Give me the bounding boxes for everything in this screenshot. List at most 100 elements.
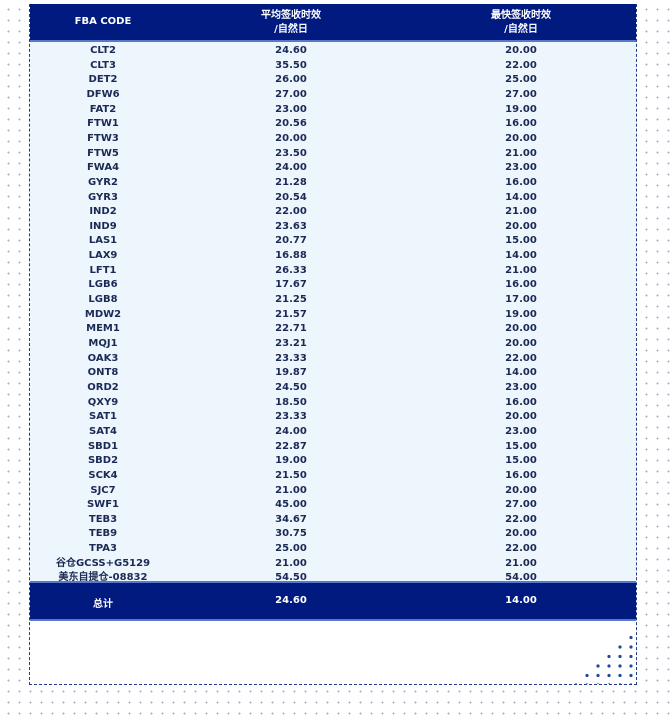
table-row: FWA4 24.00 23.00	[30, 160, 636, 175]
table-row: MDW2 21.57 19.00	[30, 307, 636, 322]
avg-days: 23.50	[275, 147, 307, 159]
table-row: LGB8 21.25 17.00	[30, 292, 636, 307]
decor-dot	[596, 683, 600, 684]
table-row: LAS1 20.77 15.00	[30, 233, 636, 248]
fastest-days: 19.00	[505, 308, 537, 320]
avg-days: 21.50	[275, 469, 307, 481]
fba-code: LFT1	[89, 264, 117, 276]
table-row: QXY9 18.50 16.00	[30, 395, 636, 410]
decor-dot	[585, 673, 589, 678]
avg-days: 22.00	[275, 206, 307, 218]
fba-code: GYR3	[88, 191, 118, 203]
decor-dot	[607, 664, 611, 668]
avg-days: 20.56	[275, 118, 307, 130]
avg-days: 22.87	[275, 440, 307, 452]
table-row: FTW5 23.50 21.00	[30, 146, 636, 161]
fba-code: SBD2	[87, 455, 119, 467]
header-avg-line2: /自然日	[274, 24, 308, 35]
table-row: CLT2 24.60 20.00	[30, 43, 636, 58]
fastest-days: 20.00	[505, 484, 537, 496]
fba-code: LAS1	[88, 235, 118, 247]
table-row: FTW3 20.00 20.00	[30, 131, 636, 146]
avg-days: 20.77	[275, 235, 307, 247]
decor-dot	[618, 664, 622, 668]
avg-days: 24.60	[275, 45, 307, 56]
avg-days: 21.00	[275, 557, 307, 569]
fba-code: SAT1	[89, 411, 117, 423]
table-row: LFT1 26.33 21.00	[30, 263, 636, 278]
fba-code: FAT2	[89, 103, 117, 115]
total-fast: 14.00	[505, 595, 537, 606]
decor-dot	[618, 654, 622, 659]
fba-code: FTW3	[87, 132, 119, 144]
table-row: DFW6 27.00 27.00	[30, 87, 636, 102]
fastest-days: 27.00	[505, 499, 537, 511]
fba-code: CLT2	[90, 45, 116, 56]
avg-days: 45.00	[275, 499, 307, 511]
fba-code: TEB3	[88, 513, 118, 525]
avg-days: 21.57	[275, 308, 307, 320]
table-row: TEB9 30.75 20.00	[30, 526, 636, 541]
table-row: SWF1 45.00 27.00	[30, 497, 636, 512]
fastest-days: 15.00	[505, 235, 537, 247]
decor-dot	[618, 683, 622, 684]
fba-code: CLT3	[90, 59, 116, 71]
header-avg: 平均签收时效/自然日	[261, 9, 321, 37]
fba-code: SAT4	[89, 425, 117, 437]
fba-code: FTW1	[87, 118, 119, 130]
fba-code: IND2	[89, 206, 117, 218]
fba-code: MEM1	[86, 323, 120, 335]
table-row: IND2 22.00 21.00	[30, 204, 636, 219]
header-fast: 最快签收时效/自然日	[491, 9, 551, 37]
fastest-days: 20.00	[505, 132, 537, 144]
fba-code: 美东自提仓-08832	[58, 572, 148, 584]
fba-code: SJC7	[90, 484, 116, 496]
avg-days: 20.54	[275, 191, 307, 203]
avg-days: 23.33	[275, 352, 307, 364]
fba-code: DET2	[88, 74, 118, 86]
avg-days: 26.00	[275, 74, 307, 86]
avg-days: 20.00	[275, 132, 307, 144]
avg-days: 30.75	[275, 528, 307, 540]
fastest-days: 23.00	[505, 381, 537, 393]
fastest-days: 22.00	[505, 543, 537, 555]
decor-dot	[629, 664, 633, 668]
fastest-days: 54.00	[505, 572, 537, 584]
avg-days: 19.87	[275, 367, 307, 379]
fastest-days: 20.00	[505, 528, 537, 540]
fastest-days: 23.00	[505, 425, 537, 437]
avg-days: 21.28	[275, 176, 307, 188]
decor-dot	[629, 635, 633, 640]
decor-dot	[607, 683, 611, 684]
table-row: SCK4 21.50 16.00	[30, 468, 636, 483]
fastest-days: 27.00	[505, 88, 537, 100]
fastest-days: 16.00	[505, 279, 537, 291]
table-row: MEM1 22.71 20.00	[30, 321, 636, 336]
fastest-days: 14.00	[505, 367, 537, 379]
fastest-days: 23.00	[505, 162, 537, 174]
fastest-days: 21.00	[505, 206, 537, 218]
fba-code: TEB9	[88, 528, 118, 540]
avg-days: 18.50	[275, 396, 307, 408]
fba-code: FTW5	[87, 147, 119, 159]
decor-dot	[629, 654, 633, 659]
decor-dot	[596, 664, 600, 668]
fastest-days: 14.00	[505, 250, 537, 262]
header-avg-line1: 平均签收时效	[261, 10, 321, 21]
fastest-days: 19.00	[505, 103, 537, 115]
fastest-days: 20.00	[505, 411, 537, 423]
fastest-days: 20.00	[505, 45, 537, 56]
fastest-days: 14.00	[505, 191, 537, 203]
avg-days: 26.33	[275, 264, 307, 276]
fba-code: TPA3	[89, 543, 117, 555]
fba-code: ORD2	[87, 381, 119, 393]
header-fast-line2: /自然日	[504, 24, 538, 35]
fba-code: ONT8	[87, 367, 119, 379]
avg-days: 23.00	[275, 103, 307, 115]
table-row: GYR3 20.54 14.00	[30, 190, 636, 205]
fastest-days: 20.00	[505, 338, 537, 349]
fba-code: MQJ1	[88, 338, 118, 349]
fba-code: 谷仓GCSS+G5129	[55, 557, 151, 569]
avg-days: 23.33	[275, 411, 307, 423]
table-row: LAX9 16.88 14.00	[30, 248, 636, 263]
